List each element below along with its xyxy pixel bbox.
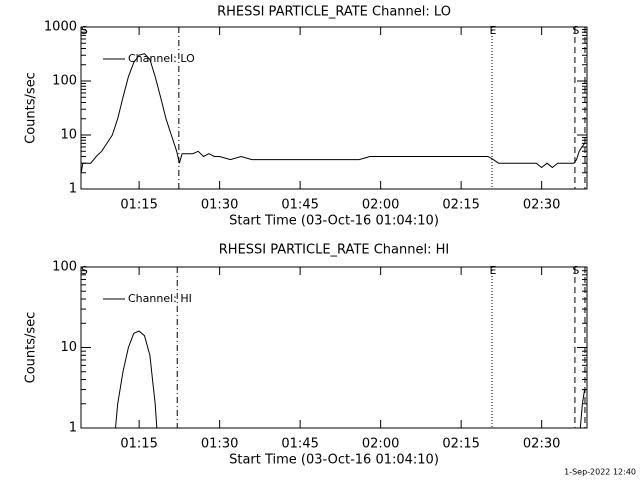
x-axis-label: Start Time (03-Oct-16 01:04:10) <box>229 453 439 468</box>
plot-frame <box>80 26 588 190</box>
x-tick-label: 01:45 <box>281 437 318 452</box>
x-tick-label: 01:30 <box>201 437 238 452</box>
y-tick-label: 10 <box>60 340 77 355</box>
marker-label: E <box>490 24 497 37</box>
x-tick-label: 02:00 <box>362 198 399 213</box>
y-tick-label: 1 <box>69 182 77 197</box>
y-tick-label: 1000 <box>44 20 77 35</box>
x-tick-label: 02:00 <box>362 437 399 452</box>
chart-title: RHESSI PARTICLE_RATE Channel: HI <box>219 243 449 258</box>
marker-label: E <box>490 264 497 277</box>
footer: 1-Sep-2022 12:40 <box>564 468 636 477</box>
data-line <box>80 53 585 173</box>
x-tick-label: 01:15 <box>120 198 157 213</box>
x-tick-label: 01:45 <box>281 198 318 213</box>
chart-title: RHESSI PARTICLE_RATE Channel: LO <box>217 5 451 20</box>
y-axis-label: Counts/sec <box>24 72 39 144</box>
legend-label: Channel: HI <box>128 292 192 305</box>
x-axis-label: Start Time (03-Oct-16 01:04:10) <box>229 214 439 229</box>
x-tick-label: 01:30 <box>201 198 238 213</box>
data-line <box>115 330 586 429</box>
y-tick-label: 100 <box>52 260 77 275</box>
marker-label: S <box>81 24 88 37</box>
y-tick-label: 100 <box>52 74 77 89</box>
x-tick-label: 02:15 <box>442 437 479 452</box>
marker-label: S <box>572 264 579 277</box>
x-tick-label: 02:15 <box>442 198 479 213</box>
x-tick-label: 02:30 <box>523 437 560 452</box>
legend-label: Channel: LO <box>128 52 195 65</box>
y-axis-label: Counts/sec <box>24 312 39 384</box>
x-tick-label: 02:30 <box>523 198 560 213</box>
marker-label: S <box>81 264 88 277</box>
x-tick-label: 01:15 <box>120 437 157 452</box>
marker-label: S <box>572 24 579 37</box>
y-tick-label: 1 <box>69 421 77 436</box>
y-tick-label: 10 <box>60 128 77 143</box>
